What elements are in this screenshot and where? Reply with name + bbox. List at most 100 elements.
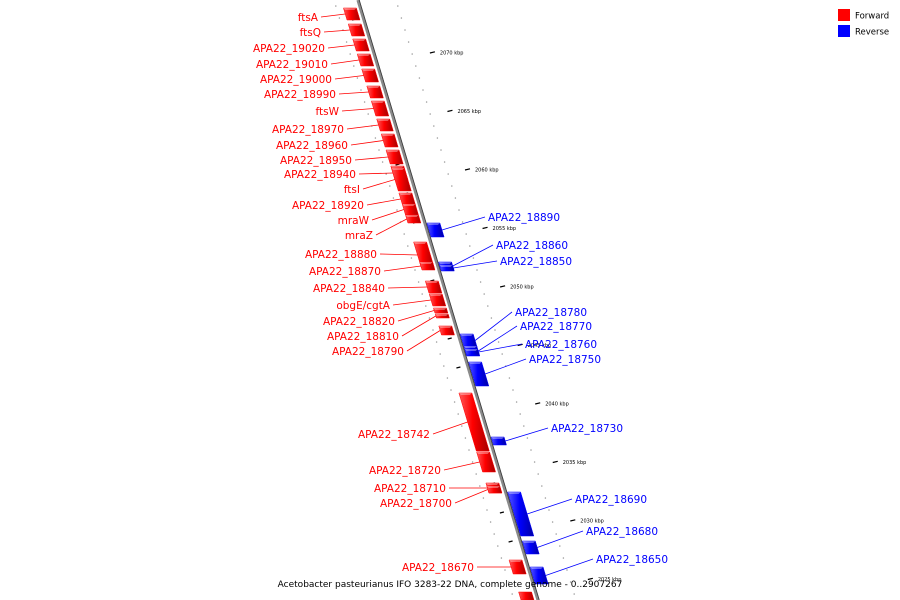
guide-dot xyxy=(523,425,525,427)
gene-apa22-18670[interactable] xyxy=(508,559,527,575)
gene-apa22-18960[interactable] xyxy=(380,133,399,148)
gene-apa22-19000[interactable] xyxy=(361,68,379,83)
gene-label-apa22-18870[interactable]: APA22_18870 xyxy=(309,266,381,278)
gene-label-apa22-18730[interactable]: APA22_18730 xyxy=(551,423,623,435)
tick-mark xyxy=(464,168,471,171)
guide-dot xyxy=(468,449,470,451)
guide-dot xyxy=(439,353,441,355)
gene-apa22-19010[interactable] xyxy=(356,53,375,67)
gene-label-apa22-18890[interactable]: APA22_18890 xyxy=(488,212,560,224)
gene-label-mraw[interactable]: mraW xyxy=(338,215,370,227)
gene-label-ftsa[interactable]: ftsA xyxy=(298,12,319,24)
gene-label-apa22-18920[interactable]: APA22_18920 xyxy=(292,200,364,212)
gene-obge-cgta[interactable] xyxy=(428,293,447,307)
gene-mraz[interactable] xyxy=(405,214,422,224)
gene-label-apa22-18650[interactable]: APA22_18650 xyxy=(596,554,668,566)
gene-apa22-18820[interactable] xyxy=(433,307,449,314)
gene-apa22-18870[interactable] xyxy=(419,261,436,271)
gene-label-apa22-19010[interactable]: APA22_19010 xyxy=(256,59,328,71)
guide-dot xyxy=(504,569,506,571)
gene-label-apa22-18680[interactable]: APA22_18680 xyxy=(586,526,658,538)
gene-apa22-18760[interactable] xyxy=(464,348,480,356)
guide-dot xyxy=(489,521,492,523)
gene-apa22-18850[interactable] xyxy=(439,264,455,272)
tick-label: 2065 kbp xyxy=(457,109,481,115)
label-leader-lines xyxy=(320,13,594,576)
gene-label-apa22-18700[interactable]: APA22_18700 xyxy=(380,498,452,510)
guide-dot xyxy=(533,461,536,463)
gene-label-apa22-18840[interactable]: APA22_18840 xyxy=(313,283,385,295)
leader-line xyxy=(354,156,389,161)
guide-dot xyxy=(526,437,529,439)
gene-apa22-18750[interactable] xyxy=(468,361,490,387)
gene-apa22-18742[interactable] xyxy=(458,392,490,452)
gene-label-ftsw[interactable]: ftsW xyxy=(316,106,340,118)
gene-label-apa22-18950[interactable]: APA22_18950 xyxy=(280,155,352,167)
gene-label-apa22-18860[interactable]: APA22_18860 xyxy=(496,240,568,252)
gene-ftsq[interactable] xyxy=(347,23,366,37)
gene-label-apa22-18780[interactable]: APA22_18780 xyxy=(515,307,587,319)
gene-apa22-18990[interactable] xyxy=(366,85,384,99)
gene-apa22-18690[interactable] xyxy=(507,491,535,537)
gene-apa22-18950[interactable] xyxy=(385,149,404,165)
guide-dot xyxy=(396,209,398,211)
guide-dot xyxy=(425,305,427,307)
gene-label-ftsq[interactable]: ftsQ xyxy=(300,27,321,39)
gene-label-apa22-18790[interactable]: APA22_18790 xyxy=(332,346,404,358)
gene-apa22-18790[interactable] xyxy=(438,325,455,336)
gene-apa22-18810[interactable] xyxy=(434,313,450,319)
gene-label-ftsi[interactable]: ftsI xyxy=(344,184,360,196)
gene-label-apa22-18850[interactable]: APA22_18850 xyxy=(500,256,572,268)
gene-apa22-18730[interactable] xyxy=(490,436,507,446)
gene-apa22-18700[interactable] xyxy=(486,485,503,494)
gene-apa22-19020[interactable] xyxy=(352,38,370,52)
guide-dot xyxy=(537,473,539,475)
gene-apa22-18890[interactable] xyxy=(426,222,445,238)
guide-dot xyxy=(410,257,413,259)
gene-ftsw[interactable] xyxy=(370,100,390,117)
gene-label-apa22-18760[interactable]: APA22_18760 xyxy=(525,339,597,351)
gene-label-apa22-18670[interactable]: APA22_18670 xyxy=(402,562,474,574)
gene-label-mraz[interactable]: mraZ xyxy=(345,230,373,242)
gene-ftsi[interactable] xyxy=(391,167,412,192)
gene-apa22-18840[interactable] xyxy=(424,280,443,294)
minor-tick xyxy=(447,337,452,340)
leader-line xyxy=(441,216,486,231)
gene-label-apa22-18820[interactable]: APA22_18820 xyxy=(323,316,395,328)
gene-ftsq-highlight xyxy=(348,24,362,26)
gene-label-apa22-18990[interactable]: APA22_18990 xyxy=(264,89,336,101)
gene-apa22-18970[interactable] xyxy=(376,118,394,132)
gene-label-apa22-18810[interactable]: APA22_18810 xyxy=(327,331,399,343)
gene-apa22-18720[interactable] xyxy=(476,451,496,473)
guide-dot xyxy=(378,149,380,151)
guide-dot xyxy=(425,101,428,103)
gene-apa22-18650[interactable] xyxy=(529,566,549,585)
gene-label-obge-cgta[interactable]: obgE/cgtA xyxy=(336,300,390,312)
gene-label-apa22-18940[interactable]: APA22_18940 xyxy=(284,169,356,181)
guide-dot xyxy=(454,197,457,199)
gene-label-apa22-18710[interactable]: APA22_18710 xyxy=(374,483,446,495)
gene-apa22-18770-highlight xyxy=(463,346,477,348)
gene-label-apa22-18970[interactable]: APA22_18970 xyxy=(272,124,344,136)
gene-label-apa22-19000[interactable]: APA22_19000 xyxy=(260,74,332,86)
gene-partial-bottom[interactable] xyxy=(518,591,535,600)
gene-apa22-18680[interactable] xyxy=(521,540,540,555)
gene-label-apa22-18880[interactable]: APA22_18880 xyxy=(305,249,377,261)
tick-mark xyxy=(482,226,488,230)
leader-line xyxy=(478,325,518,352)
gene-ftsa[interactable] xyxy=(343,7,361,21)
guide-dot xyxy=(446,377,449,379)
gene-label-apa22-18720[interactable]: APA22_18720 xyxy=(369,465,441,477)
gene-label-apa22-18690[interactable]: APA22_18690 xyxy=(575,494,647,506)
guide-dot xyxy=(392,197,395,199)
guide-dot xyxy=(414,269,416,271)
leader-line xyxy=(527,498,573,515)
gene-label-apa22-19020[interactable]: APA22_19020 xyxy=(253,43,325,55)
gene-label-apa22-18742[interactable]: APA22_18742 xyxy=(358,429,430,441)
gene-label-apa22-18770[interactable]: APA22_18770 xyxy=(520,321,592,333)
gene-label-apa22-18750[interactable]: APA22_18750 xyxy=(529,354,601,366)
guide-dot xyxy=(562,557,565,559)
gene-label-apa22-18960[interactable]: APA22_18960 xyxy=(276,140,348,152)
guide-dot xyxy=(566,569,568,571)
